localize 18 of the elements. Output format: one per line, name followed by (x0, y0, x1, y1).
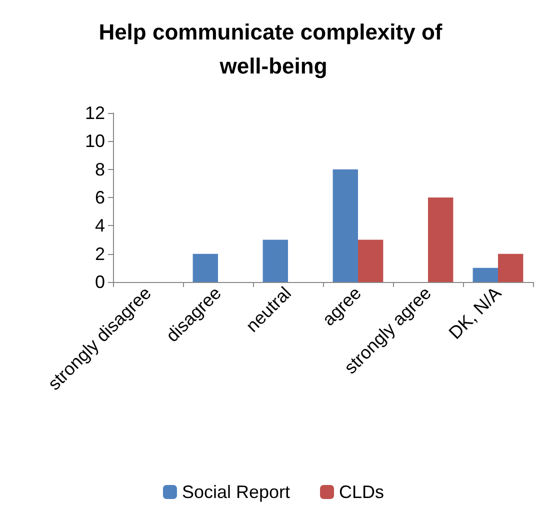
legend-label: CLDs (339, 482, 384, 502)
bar (192, 254, 218, 282)
bar (262, 240, 288, 282)
y-tick-label: 4 (94, 216, 105, 236)
x-tick-label: DK, N/A (444, 282, 506, 344)
legend-label: Social Report (182, 482, 290, 502)
y-tick-label: 2 (94, 244, 105, 264)
bar (472, 268, 498, 282)
chart-title: Help communicate complexity of well-being (98, 20, 448, 78)
y-tick-label: 6 (94, 188, 105, 208)
bar (498, 254, 524, 282)
bar (358, 240, 384, 282)
y-tick-label: 10 (84, 131, 105, 152)
y-tick-label: 12 (84, 103, 105, 123)
bar (428, 198, 454, 282)
bar (332, 169, 358, 282)
y-tick-label: 8 (94, 159, 105, 180)
y-tick-label: 0 (94, 272, 105, 292)
